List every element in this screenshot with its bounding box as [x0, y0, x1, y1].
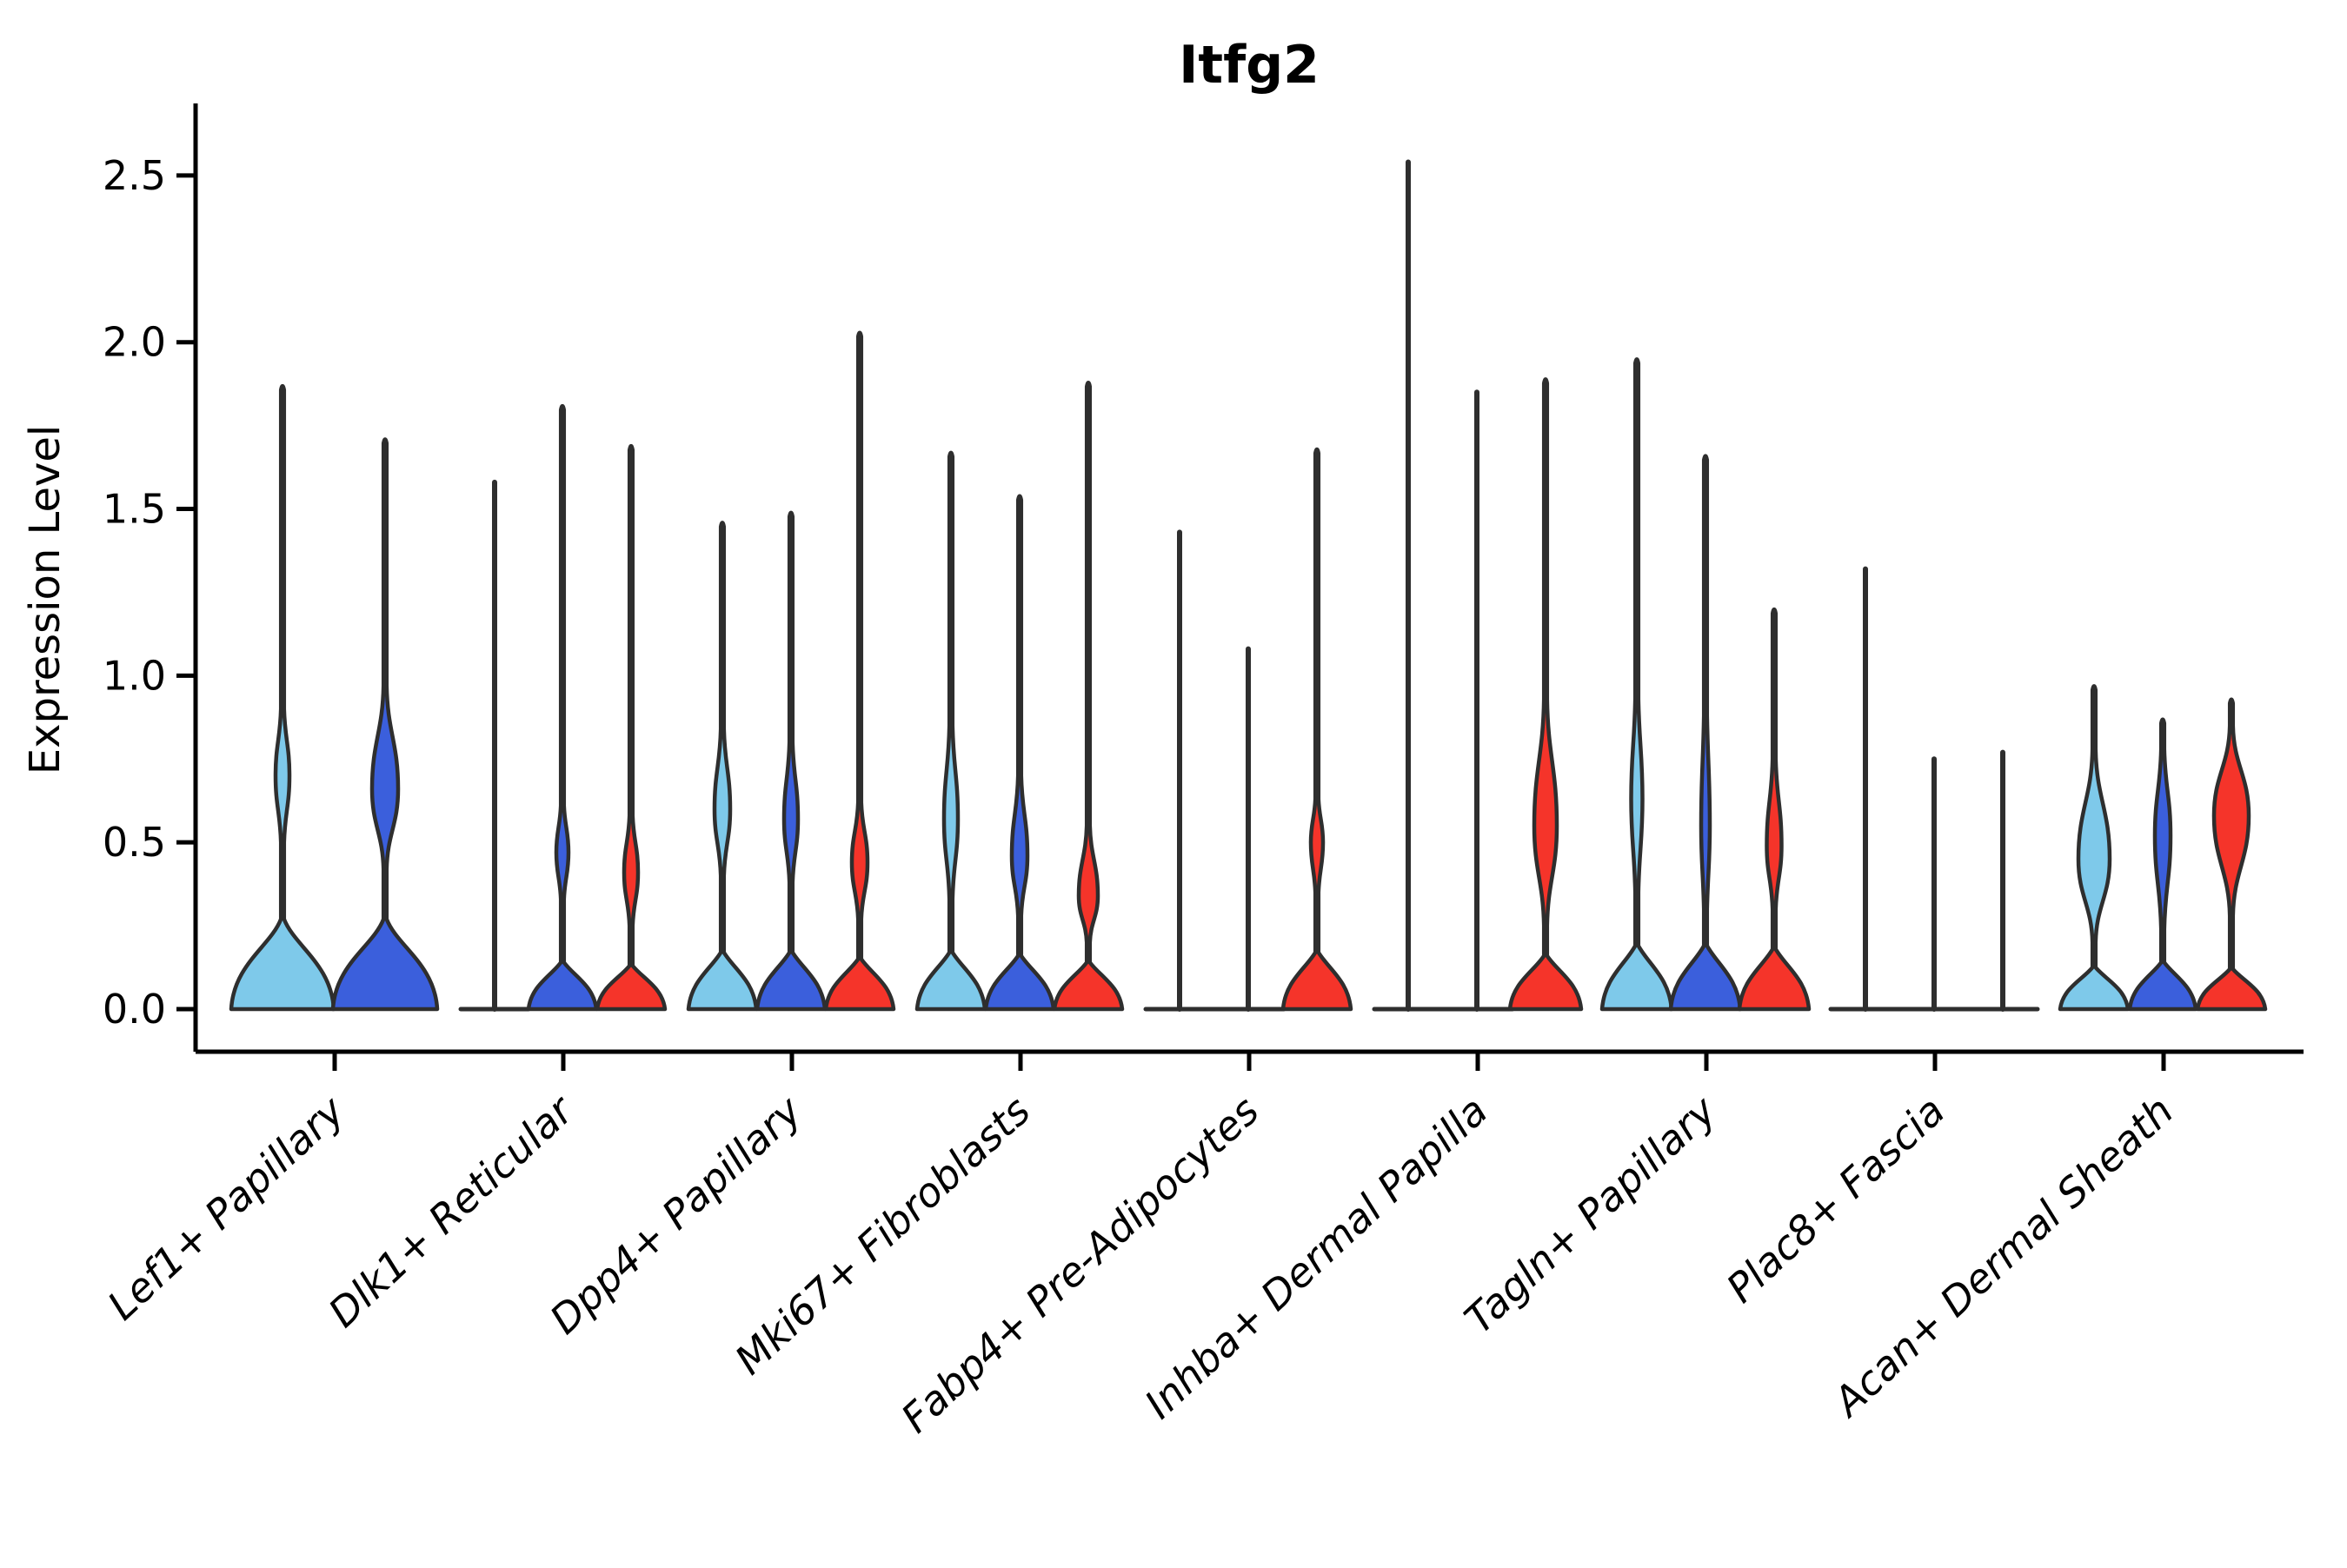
violin-dark_blue	[330, 437, 440, 1012]
y-tick-label: 1.5	[103, 486, 166, 533]
x-tick-label: Fabp4+ Pre-Adipocytes	[892, 1087, 1267, 1442]
violin-dark_blue	[2127, 717, 2198, 1012]
violin-red	[595, 443, 668, 1012]
violin-red	[2195, 697, 2268, 1012]
violin-dark_blue	[526, 403, 599, 1012]
x-tick-label: Dlk1+ Reticular	[319, 1085, 583, 1336]
violin-red	[1737, 607, 1812, 1012]
plot-title: Itfg2	[1179, 35, 1320, 96]
y-tick-label: 2.5	[103, 152, 166, 199]
x-tick-label: Tagln+ Papillary	[1455, 1086, 1725, 1343]
violin-light_blue	[914, 450, 987, 1012]
violin-red	[1280, 447, 1353, 1012]
violin-dark_blue	[1668, 454, 1743, 1012]
violin-red	[823, 330, 896, 1012]
violin-dark_blue	[755, 510, 828, 1012]
violin-light_blue	[2058, 684, 2131, 1012]
violin-light_blue	[686, 521, 759, 1012]
violin-red	[1507, 377, 1584, 1012]
x-tick-label: Plac8+ Fascia	[1718, 1087, 1954, 1312]
y-tick-label: 0.0	[103, 986, 166, 1033]
violin-light_blue	[1599, 357, 1674, 1012]
x-tick-label: Dpp4+ Papillary	[541, 1086, 811, 1343]
x-tick-label: Lef1+ Papillary	[98, 1086, 354, 1329]
y-tick-label: 2.0	[103, 319, 166, 366]
violin-light_blue	[229, 383, 336, 1012]
y-tick-label: 0.5	[103, 819, 166, 866]
violin-red	[1052, 381, 1125, 1012]
violin-dark_blue	[983, 494, 1056, 1012]
y-tick-label: 1.0	[103, 652, 166, 699]
y-axis-label: Expression Level	[21, 425, 70, 775]
